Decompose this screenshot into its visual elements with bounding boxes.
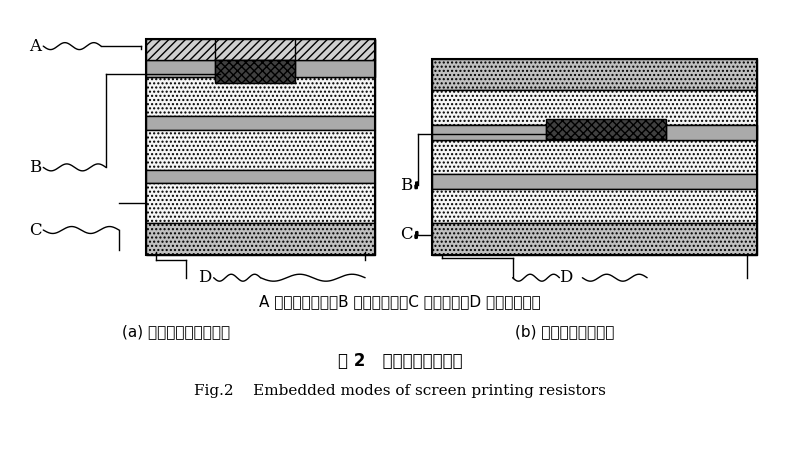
Text: C: C xyxy=(30,221,42,238)
Bar xyxy=(432,224,757,255)
Bar xyxy=(146,183,375,223)
Bar xyxy=(432,140,757,174)
Text: Fig.2    Embedded modes of screen printing resistors: Fig.2 Embedded modes of screen printing … xyxy=(194,384,606,398)
Bar xyxy=(146,130,375,170)
Text: 图 2   网印电阻内埋方式: 图 2 网印电阻内埋方式 xyxy=(338,352,462,370)
Bar xyxy=(146,116,375,130)
Text: D: D xyxy=(198,269,211,286)
Bar xyxy=(432,59,757,90)
Bar xyxy=(546,119,666,139)
Text: (b) 内层板芯内埋电阻: (b) 内层板芯内埋电阻 xyxy=(514,325,614,339)
Bar xyxy=(432,125,546,140)
Text: C: C xyxy=(400,226,413,243)
Bar xyxy=(146,39,375,59)
Bar xyxy=(146,59,214,77)
Bar xyxy=(146,39,214,59)
Text: B: B xyxy=(30,159,42,176)
Text: B: B xyxy=(400,177,412,194)
Bar xyxy=(432,189,757,224)
Text: A 为阻焊油墨层；B 为网印电阻；C 为介质层；D 为铜面图形层: A 为阻焊油墨层；B 为网印电阻；C 为介质层；D 为铜面图形层 xyxy=(259,295,541,310)
Bar xyxy=(146,77,375,116)
Bar xyxy=(146,223,375,255)
Bar xyxy=(146,59,375,77)
Bar xyxy=(432,125,757,140)
Text: D: D xyxy=(559,269,573,286)
Bar xyxy=(432,90,757,125)
Text: (a) 外层电路板内埋电阻: (a) 外层电路板内埋电阻 xyxy=(122,325,230,339)
Bar xyxy=(146,39,375,255)
Bar xyxy=(295,39,375,59)
Bar xyxy=(432,59,757,255)
Bar xyxy=(432,174,757,189)
Text: A: A xyxy=(30,38,42,54)
Bar xyxy=(146,170,375,183)
Bar xyxy=(666,125,757,140)
Bar xyxy=(214,59,295,83)
Bar xyxy=(295,59,375,77)
